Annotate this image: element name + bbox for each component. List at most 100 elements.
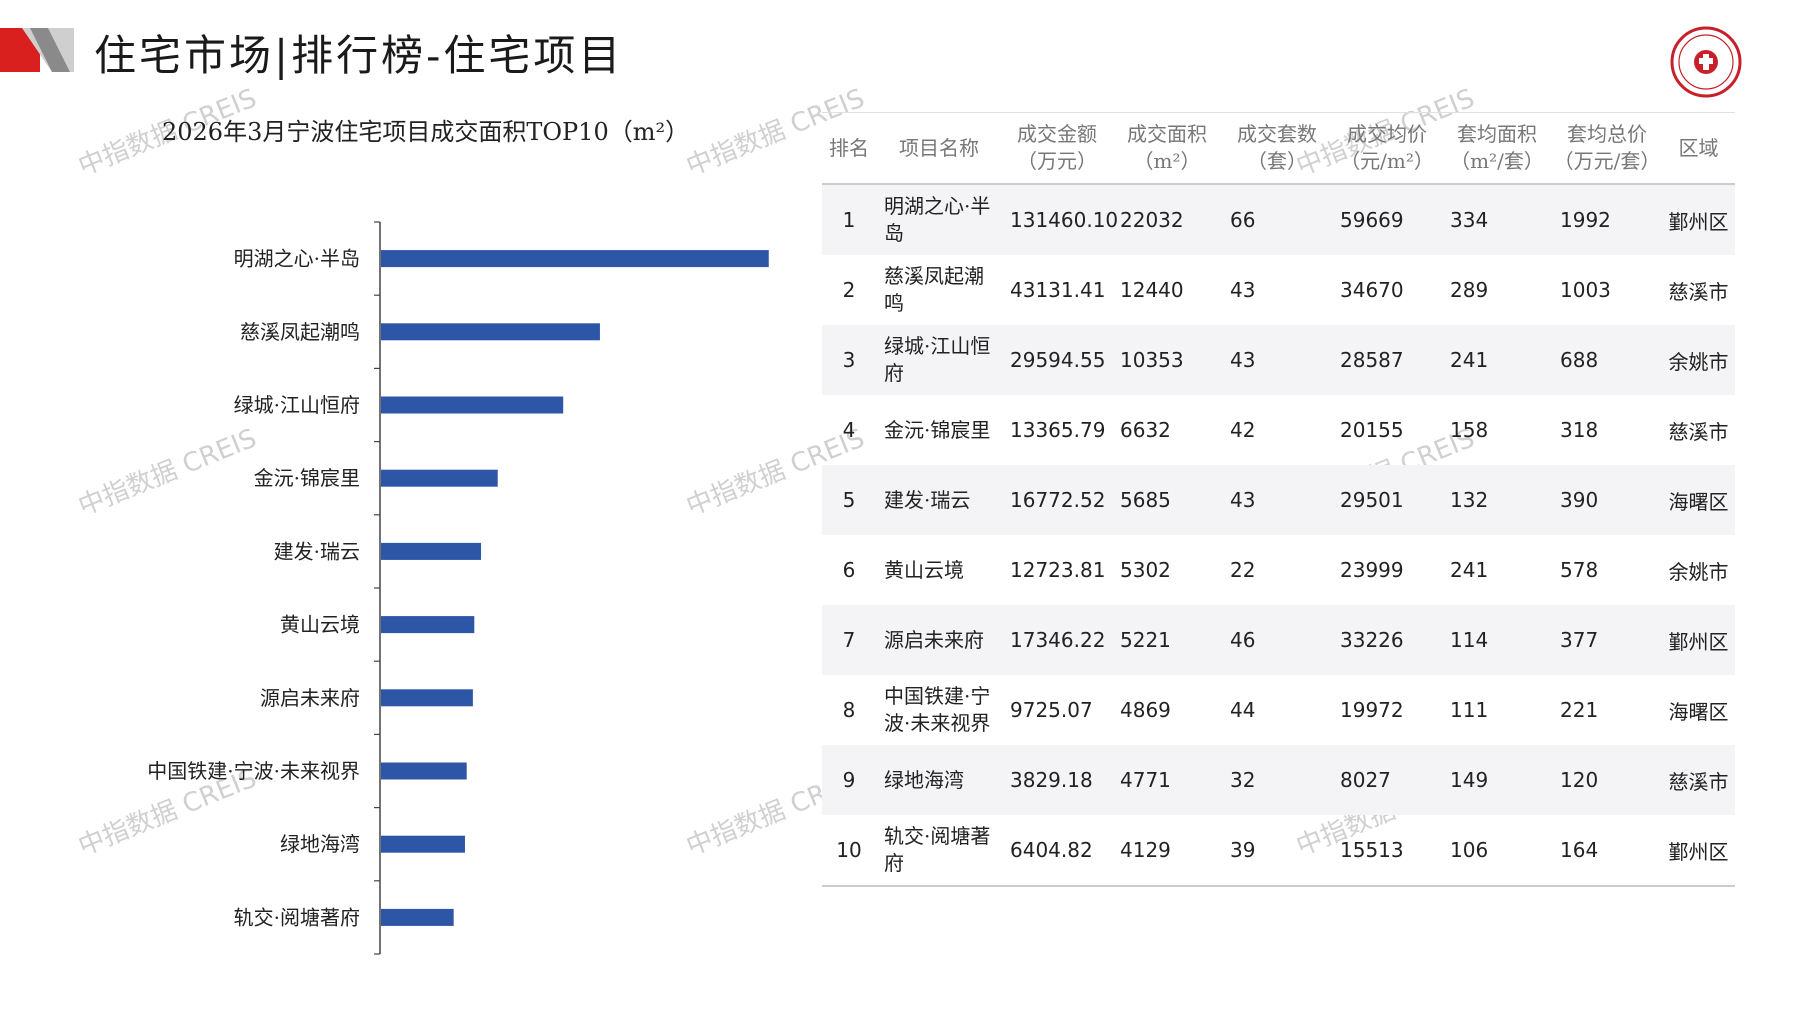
category-label: 黄山云境 <box>280 613 360 637</box>
chart-title: 2026年3月宁波住宅项目成交面积TOP10（m²） <box>162 118 690 146</box>
header-deal-amount: 成交金额 （万元） <box>1002 112 1112 185</box>
value-cell: 164 <box>1552 815 1662 887</box>
value-cell: 241 <box>1442 325 1552 395</box>
value-cell: 12723.81 <box>1010 558 1106 582</box>
rank-cell: 6 <box>842 558 856 582</box>
china-index-academy-seal-icon <box>1670 26 1742 98</box>
category-label: 源启未来府 <box>260 686 360 710</box>
value-cell: 19972 <box>1340 698 1404 722</box>
region-cell: 鄞州区 <box>1662 605 1735 675</box>
value-cell: 4869 <box>1120 698 1171 722</box>
header-avg-price: 成交均价 （元/m²） <box>1332 112 1442 185</box>
table-row: 8 中国铁建·宁波·未来视界 9725.07 4869 44 19972 111 221 海曙区 <box>822 675 1735 745</box>
value-cell: 32 <box>1222 745 1332 815</box>
project-name-cell: 绿地海湾 <box>876 745 1002 815</box>
value-cell: 5302 <box>1120 558 1171 582</box>
value-cell: 5221 <box>1112 605 1222 675</box>
project-name-cell: 黄山云境 <box>884 557 964 582</box>
value-cell: 318 <box>1560 418 1599 442</box>
rank-cell: 7 <box>822 605 876 675</box>
value-cell: 22 <box>1230 558 1256 582</box>
value-cell: 59669 <box>1332 184 1442 255</box>
value-cell: 9725.07 <box>1010 698 1093 722</box>
value-cell: 44 <box>1230 698 1256 722</box>
category-label: 轨交·阅塘著府 <box>234 905 360 929</box>
value-cell: 34670 <box>1340 278 1404 302</box>
header-project-name: 项目名称 <box>876 112 1002 185</box>
value-cell: 390 <box>1552 465 1662 535</box>
value-cell: 22032 <box>1112 184 1222 255</box>
value-cell: 1992 <box>1552 184 1662 255</box>
value-cell: 28587 <box>1332 325 1442 395</box>
value-cell: 241 <box>1450 558 1489 582</box>
header-rank: 排名 <box>822 112 876 185</box>
value-cell: 13365.79 <box>1010 418 1106 442</box>
table-row: 7 源启未来府 17346.22 5221 46 33226 114 377 鄞州区 <box>822 605 1735 675</box>
value-cell: 334 <box>1442 184 1552 255</box>
region-cell: 余姚市 <box>1662 325 1735 395</box>
table-row: 9 绿地海湾 3829.18 4771 32 8027 149 120 慈溪市 <box>822 745 1735 815</box>
header-avg-area: 套均面积 （m²/套） <box>1442 112 1552 185</box>
region-cell: 慈溪市 <box>1668 279 1729 304</box>
region-cell: 鄞州区 <box>1662 815 1735 887</box>
bar-9 <box>381 835 465 853</box>
header-deal-units: 成交套数 （套） <box>1222 112 1332 185</box>
rank-cell: 10 <box>822 815 876 887</box>
header-decoration <box>0 28 74 72</box>
ranking-table: 排名 项目名称 成交金额 （万元） 成交面积 （m²） 成交套数 （套） 成交均价 （元/… <box>822 112 1735 887</box>
table-row: 4 金沅·锦宸里 13365.79 6632 42 20155 158 318 慈溪市 <box>822 395 1735 465</box>
value-cell: 6632 <box>1120 418 1171 442</box>
value-cell: 114 <box>1442 605 1552 675</box>
category-label: 绿地海湾 <box>280 832 360 856</box>
project-name-cell: 建发·瑞云 <box>876 465 1002 535</box>
rank-cell: 2 <box>842 278 856 302</box>
bar-5 <box>381 542 482 560</box>
value-cell: 17346.22 <box>1002 605 1112 675</box>
value-cell: 221 <box>1560 698 1599 722</box>
value-cell: 42 <box>1230 418 1256 442</box>
value-cell: 43131.41 <box>1010 278 1106 302</box>
value-cell: 1003 <box>1560 278 1611 302</box>
category-label: 慈溪凤起潮鸣 <box>240 320 360 344</box>
project-name-cell: 金沅·锦宸里 <box>884 417 991 442</box>
table-row: 2 慈溪凤起潮鸣 43131.41 12440 43 34670 289 1003 慈溪市 <box>822 255 1735 325</box>
region-cell: 慈溪市 <box>1668 419 1729 444</box>
project-name-cell: 中国铁建·宁波·未来视界 <box>884 684 991 735</box>
category-label: 绿城·江山恒府 <box>234 393 360 417</box>
value-cell: 6404.82 <box>1002 815 1112 887</box>
value-cell: 23999 <box>1340 558 1404 582</box>
table-row: 6 黄山云境 12723.81 5302 22 23999 241 578 余姚市 <box>822 535 1735 605</box>
category-label: 中国铁建·宁波·未来视界 <box>147 759 360 783</box>
value-cell: 106 <box>1442 815 1552 887</box>
table-row: 1 明湖之心·半岛 131460.10 22032 66 59669 334 1992 鄞州区 <box>822 184 1735 255</box>
project-name-cell: 明湖之心·半岛 <box>876 184 1002 255</box>
category-label: 明湖之心·半岛 <box>234 247 360 271</box>
category-label: 建发·瑞云 <box>274 539 360 563</box>
value-cell: 20155 <box>1340 418 1404 442</box>
value-cell: 43 <box>1222 325 1332 395</box>
value-cell: 120 <box>1552 745 1662 815</box>
value-cell: 29501 <box>1332 465 1442 535</box>
rank-cell: 8 <box>842 698 856 722</box>
value-cell: 43 <box>1230 278 1256 302</box>
table-row: 5 建发·瑞云 16772.52 5685 43 29501 132 390 海曙区 <box>822 465 1735 535</box>
header-region: 区域 <box>1662 112 1735 185</box>
bar-1 <box>381 250 769 268</box>
bar-4 <box>381 469 498 487</box>
ranking-table-container: 排名 项目名称 成交金额 （万元） 成交面积 （m²） 成交套数 （套） 成交均价 （元/… <box>822 112 1735 887</box>
project-name-cell: 源启未来府 <box>876 605 1002 675</box>
project-name-cell: 轨交·阅塘著府 <box>876 815 1002 887</box>
value-cell: 3829.18 <box>1002 745 1112 815</box>
header-deal-area: 成交面积 （m²） <box>1112 112 1222 185</box>
value-cell: 5685 <box>1112 465 1222 535</box>
value-cell: 131460.10 <box>1002 184 1118 255</box>
rank-cell: 1 <box>822 184 876 255</box>
table-header-row: 排名 项目名称 成交金额 （万元） 成交面积 （m²） 成交套数 （套） 成交均价 （元/… <box>822 112 1735 185</box>
value-cell: 688 <box>1552 325 1662 395</box>
page-title: 住宅市场|排行榜-住宅项目 <box>94 31 624 80</box>
value-cell: 377 <box>1552 605 1662 675</box>
value-cell: 43 <box>1222 465 1332 535</box>
value-cell: 39 <box>1222 815 1332 887</box>
value-cell: 46 <box>1222 605 1332 675</box>
rank-cell: 9 <box>822 745 876 815</box>
